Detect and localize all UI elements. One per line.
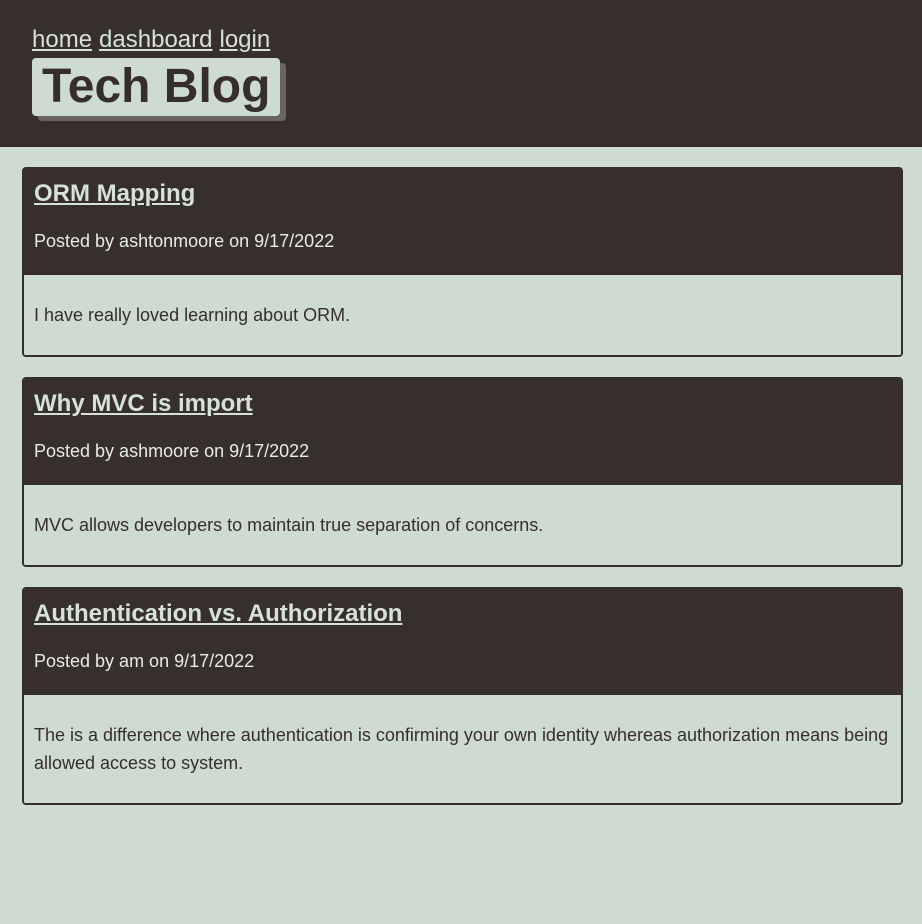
post-card: Authentication vs. Authorization Posted … bbox=[22, 587, 903, 805]
site-title-wrap: Tech Blog bbox=[32, 58, 281, 116]
post-list: ORM Mapping Posted by ashtonmoore on 9/1… bbox=[0, 147, 922, 805]
main-nav: home dashboard login bbox=[32, 26, 890, 54]
post-title-link[interactable]: Why MVC is import bbox=[34, 390, 253, 417]
post-meta: Posted by am on 9/17/2022 bbox=[34, 651, 255, 671]
post-title-link[interactable]: Authentication vs. Authorization bbox=[34, 600, 403, 627]
post-header: Why MVC is import Posted by ashmoore on … bbox=[24, 379, 901, 485]
site-title: Tech Blog bbox=[32, 58, 281, 116]
post-meta: Posted by ashtonmoore on 9/17/2022 bbox=[34, 231, 335, 251]
post-body: MVC allows developers to maintain true s… bbox=[24, 485, 901, 565]
nav-login-link[interactable]: login bbox=[219, 26, 271, 53]
nav-home-link[interactable]: home bbox=[32, 26, 93, 53]
post-title-link[interactable]: ORM Mapping bbox=[34, 180, 196, 207]
nav-dashboard-link[interactable]: dashboard bbox=[99, 26, 213, 53]
post-body: I have really loved learning about ORM. bbox=[24, 275, 901, 355]
post-card: Why MVC is import Posted by ashmoore on … bbox=[22, 377, 903, 567]
post-body: The is a difference where authentication… bbox=[24, 695, 901, 803]
post-header: Authentication vs. Authorization Posted … bbox=[24, 589, 901, 695]
post-header: ORM Mapping Posted by ashtonmoore on 9/1… bbox=[24, 169, 901, 275]
post-meta: Posted by ashmoore on 9/17/2022 bbox=[34, 441, 310, 461]
post-card: ORM Mapping Posted by ashtonmoore on 9/1… bbox=[22, 167, 903, 357]
site-header: home dashboard login Tech Blog bbox=[0, 0, 922, 147]
